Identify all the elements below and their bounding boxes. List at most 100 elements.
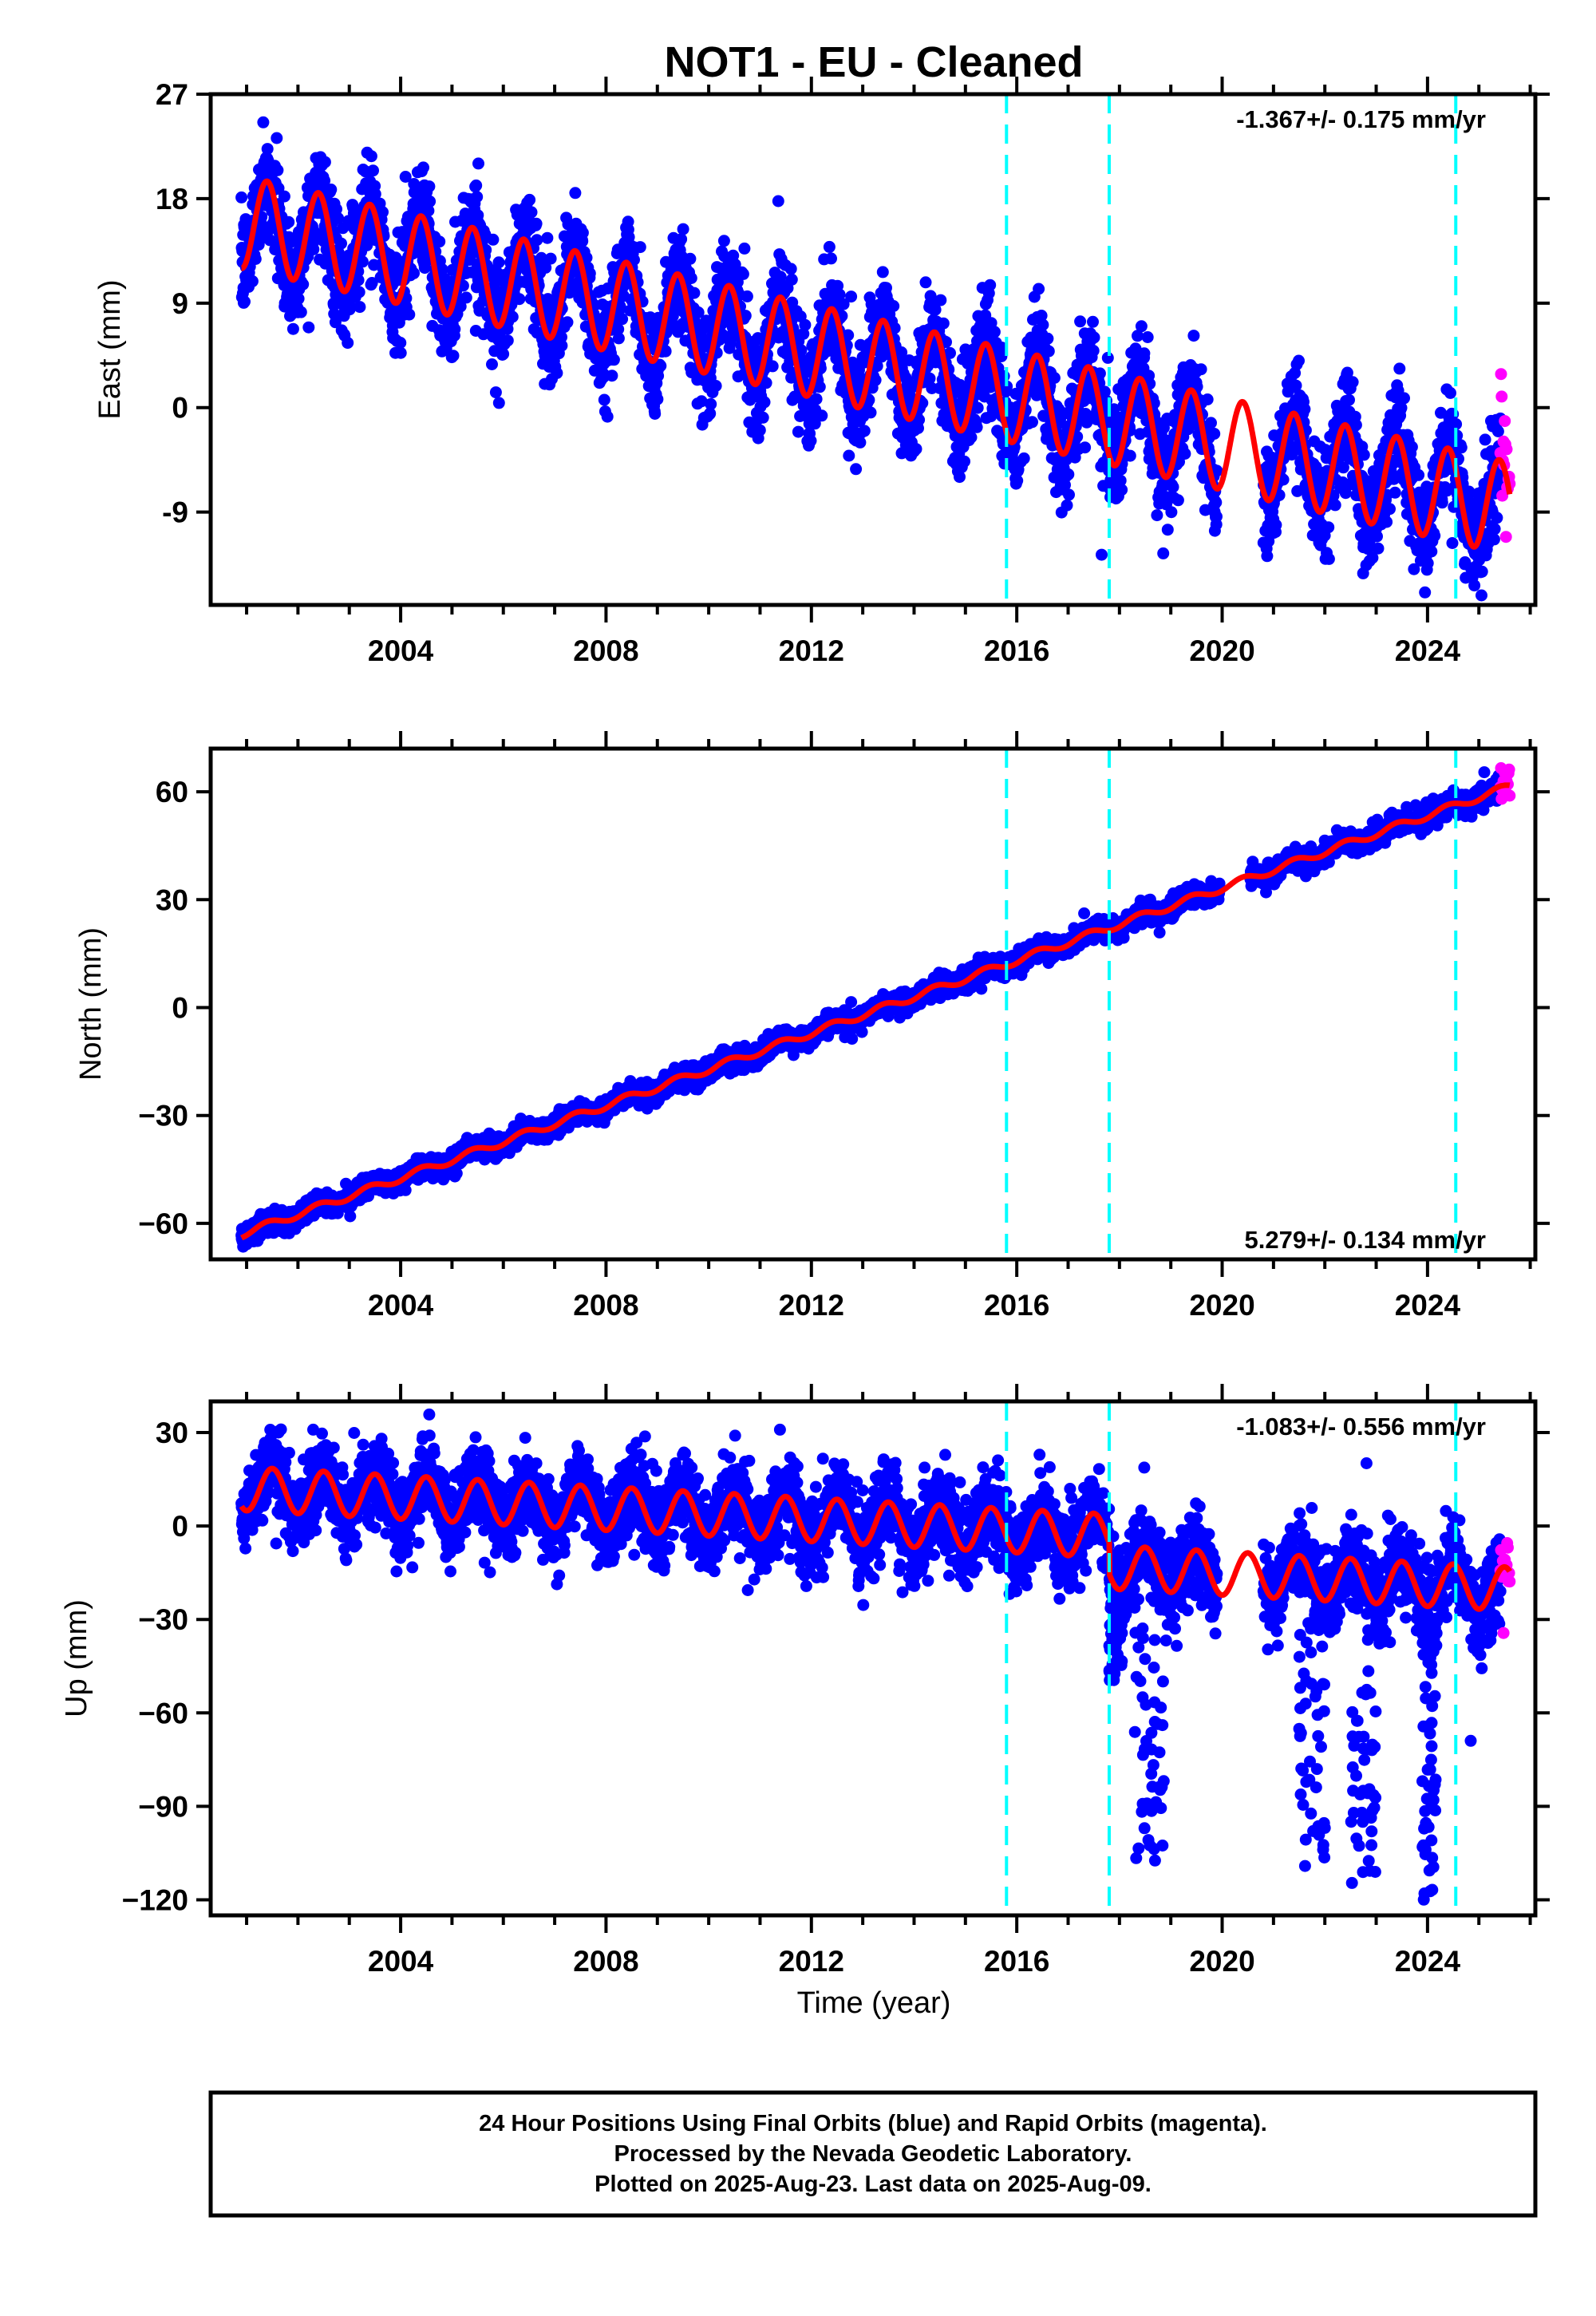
data-point — [737, 267, 749, 280]
data-point — [492, 397, 505, 409]
data-point — [531, 234, 543, 247]
data-point — [1011, 474, 1024, 487]
data-point — [561, 316, 574, 329]
data-point — [1093, 367, 1106, 380]
data-point — [833, 288, 846, 301]
data-point — [506, 310, 519, 323]
y-tick-label: -9 — [162, 496, 188, 529]
data-point — [325, 184, 338, 196]
data-point — [344, 1210, 357, 1223]
data-point — [1384, 503, 1396, 516]
data-point — [1098, 385, 1111, 398]
data-point — [1074, 315, 1087, 328]
data-point — [887, 300, 900, 312]
data-point — [843, 449, 855, 462]
data-point — [614, 302, 627, 314]
data-point — [354, 301, 366, 314]
data-point — [954, 378, 966, 391]
data-point — [1446, 537, 1459, 549]
data-point — [1389, 486, 1401, 499]
data-point — [318, 156, 331, 168]
data-point — [353, 286, 365, 298]
data-point — [472, 157, 484, 170]
data-point — [492, 256, 505, 269]
y-tick-label: 0 — [172, 392, 188, 425]
data-point — [1371, 530, 1383, 543]
data-point — [1428, 529, 1441, 542]
data-point — [601, 410, 614, 423]
data-point — [1343, 393, 1355, 406]
data-point — [910, 443, 922, 456]
data-point — [850, 463, 863, 476]
x-tick-label: 2020 — [1189, 634, 1254, 667]
data-point — [988, 326, 1001, 338]
data-point — [1157, 547, 1170, 559]
data-point — [785, 273, 798, 286]
data-point — [842, 329, 855, 342]
data-point — [753, 424, 766, 437]
data-point — [1381, 516, 1393, 528]
data-point — [535, 251, 547, 264]
data-point — [652, 370, 665, 382]
data-point — [659, 345, 672, 358]
data-point — [1157, 421, 1170, 434]
data-point — [1124, 449, 1136, 462]
data-point — [1033, 283, 1045, 295]
data-point — [1138, 347, 1151, 360]
data-point — [1293, 354, 1305, 367]
data-point — [580, 251, 593, 264]
data-point — [394, 346, 407, 359]
data-point — [1500, 443, 1513, 456]
data-point — [612, 332, 625, 345]
data-point — [1211, 464, 1223, 477]
rate-label: -1.367+/- 0.175 mm/yr — [1236, 105, 1486, 133]
data-point — [741, 290, 753, 302]
data-point — [1035, 310, 1048, 322]
data-point — [797, 327, 810, 340]
data-point — [1261, 550, 1274, 563]
data-point — [1171, 494, 1184, 507]
data-point — [347, 207, 360, 219]
data-point — [1063, 488, 1075, 501]
x-tick-label: 2008 — [573, 634, 638, 667]
data-point — [1101, 351, 1114, 364]
data-point — [1167, 480, 1179, 493]
plot-area — [235, 116, 1516, 602]
data-point — [555, 330, 567, 343]
data-point — [257, 116, 270, 128]
data-point — [1436, 496, 1448, 509]
data-point — [1487, 533, 1500, 546]
data-point — [282, 215, 295, 228]
data-point — [816, 409, 828, 422]
data-point — [523, 193, 536, 206]
data-point — [1208, 428, 1221, 440]
data-point — [1346, 376, 1359, 389]
data-point — [1322, 552, 1335, 565]
data-point — [1165, 506, 1178, 519]
data-point — [825, 252, 837, 265]
data-point — [447, 350, 460, 362]
data-point — [569, 187, 582, 200]
data-point — [1042, 345, 1055, 358]
data-point — [1151, 509, 1163, 522]
data-point — [1201, 393, 1214, 405]
data-point — [919, 276, 932, 289]
data-point — [399, 171, 412, 183]
data-point — [1017, 452, 1030, 464]
data-point — [808, 417, 821, 430]
data-point — [365, 277, 378, 289]
x-tick-label: 2016 — [984, 634, 1049, 667]
data-point — [263, 234, 276, 247]
data-point — [998, 370, 1010, 382]
data-point — [684, 252, 697, 265]
data-point — [271, 164, 284, 176]
data-point — [464, 252, 476, 265]
data-point — [944, 346, 956, 359]
data-point — [837, 298, 850, 310]
data-point — [246, 275, 259, 287]
data-point — [739, 310, 752, 322]
data-point — [1290, 379, 1302, 392]
data-point — [810, 393, 823, 405]
data-point — [261, 143, 274, 156]
data-point — [1491, 425, 1504, 437]
